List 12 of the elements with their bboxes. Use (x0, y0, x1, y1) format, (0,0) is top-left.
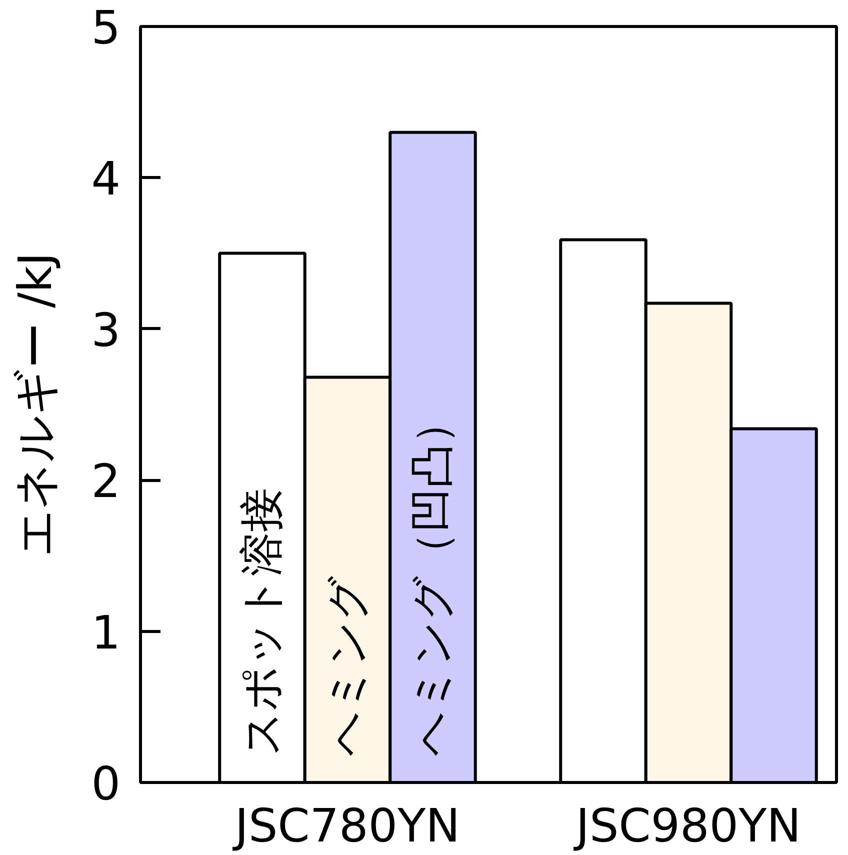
y-tick-label: 4 (91, 152, 121, 206)
y-tick-label: 5 (91, 0, 121, 54)
series-label: ヘミング（凹凸） (407, 400, 458, 756)
x-tick-label: JSC980YN (572, 798, 802, 852)
x-tick-label: JSC780YN (232, 798, 460, 852)
y-tick-label: 2 (91, 454, 121, 508)
y-axis-title: エネルギー /kJ (8, 252, 62, 557)
y-tick-label: 1 (91, 605, 121, 660)
series-label: ヘミング (322, 576, 373, 756)
y-tick-label: 3 (91, 302, 121, 357)
y-tick-label: 0 (91, 756, 121, 810)
legend-label: スポット溶接 (236, 488, 288, 756)
